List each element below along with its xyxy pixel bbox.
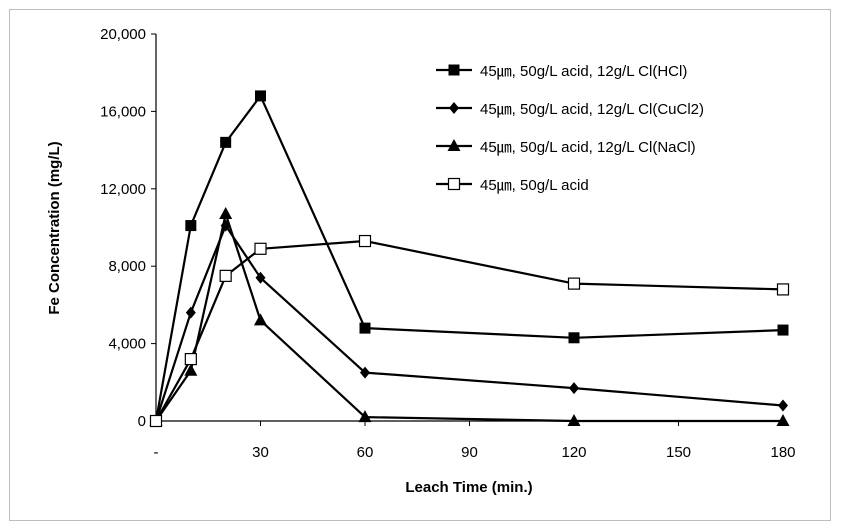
data-point [220, 136, 232, 148]
data-point [254, 242, 267, 255]
legend-entry-4: 45㎛, 50g/L acid [436, 177, 589, 194]
x-tick-label: 60 [357, 444, 374, 461]
data-point [219, 206, 233, 219]
data-point [567, 277, 581, 290]
x-tick-label: 30 [252, 444, 269, 461]
legend-label: 45㎛, 50g/L acid, 12g/L Cl(HCl) [480, 63, 687, 80]
data-point [778, 399, 788, 412]
data-point [776, 283, 790, 296]
data-point [358, 234, 372, 248]
data-point [185, 306, 196, 319]
y-tick-label: 20,000 [100, 26, 146, 43]
data-point [255, 271, 266, 284]
legend-entry-1: 45㎛, 50g/L acid, 12g/L Cl(HCl) [436, 63, 687, 80]
y-tick-label: 0 [138, 413, 146, 430]
data-point [360, 366, 370, 379]
data-point [567, 414, 581, 426]
y-tick-label: 12,000 [100, 181, 146, 198]
series-line [155, 239, 784, 422]
x-axis-label: Leach Time (min.) [405, 479, 532, 496]
data-point [776, 414, 790, 426]
axes: 0 4,000 8,000 12,000 16,000 20,000 - 30 60 90 120 1… [100, 26, 795, 461]
data-point [255, 90, 266, 102]
series-4 [149, 234, 790, 428]
legend-label: 45㎛, 50g/L acid [480, 177, 589, 194]
data-point [777, 324, 789, 336]
series-line [154, 224, 784, 422]
x-tick-label: 150 [666, 444, 691, 461]
legend-marker [449, 102, 459, 114]
legend-marker [448, 64, 460, 76]
y-axis-label: Fe Concentration (mg/L) [46, 141, 63, 314]
data-point [184, 363, 198, 376]
series-3 [149, 206, 790, 426]
y-tick-label: 4,000 [108, 336, 146, 353]
x-tick-label: 180 [770, 444, 795, 461]
data-point [184, 352, 197, 366]
x-tick-label: 90 [461, 444, 478, 461]
x-tick-label: - [154, 444, 159, 461]
data-point [568, 332, 580, 344]
legend-marker [447, 177, 461, 191]
y-tick-label: 16,000 [100, 103, 146, 120]
legend: 45㎛, 50g/L acid, 12g/L Cl(HCl) 45㎛, 50g/L… [436, 63, 704, 194]
x-tick-label: 120 [561, 444, 586, 461]
data-point [185, 220, 197, 232]
data-point [254, 313, 267, 326]
data-point [359, 322, 371, 334]
legend-entry-2: 45㎛, 50g/L acid, 12g/L Cl(CuCl2) [436, 101, 704, 118]
data-point [358, 410, 372, 423]
y-tick-label: 8,000 [108, 258, 146, 275]
legend-marker [447, 139, 461, 151]
legend-label: 45㎛, 50g/L acid, 12g/L Cl(NaCl) [480, 139, 696, 156]
series-line [155, 212, 783, 423]
data-point [569, 382, 579, 395]
legend-entry-3: 45㎛, 50g/L acid, 12g/L Cl(NaCl) [436, 139, 696, 156]
data-point [149, 414, 163, 428]
legend-label: 45㎛, 50g/L acid, 12g/L Cl(CuCl2) [480, 101, 704, 118]
series-2 [151, 219, 788, 427]
chart-frame [9, 9, 831, 521]
series-layer [149, 90, 790, 428]
data-point [219, 269, 232, 282]
